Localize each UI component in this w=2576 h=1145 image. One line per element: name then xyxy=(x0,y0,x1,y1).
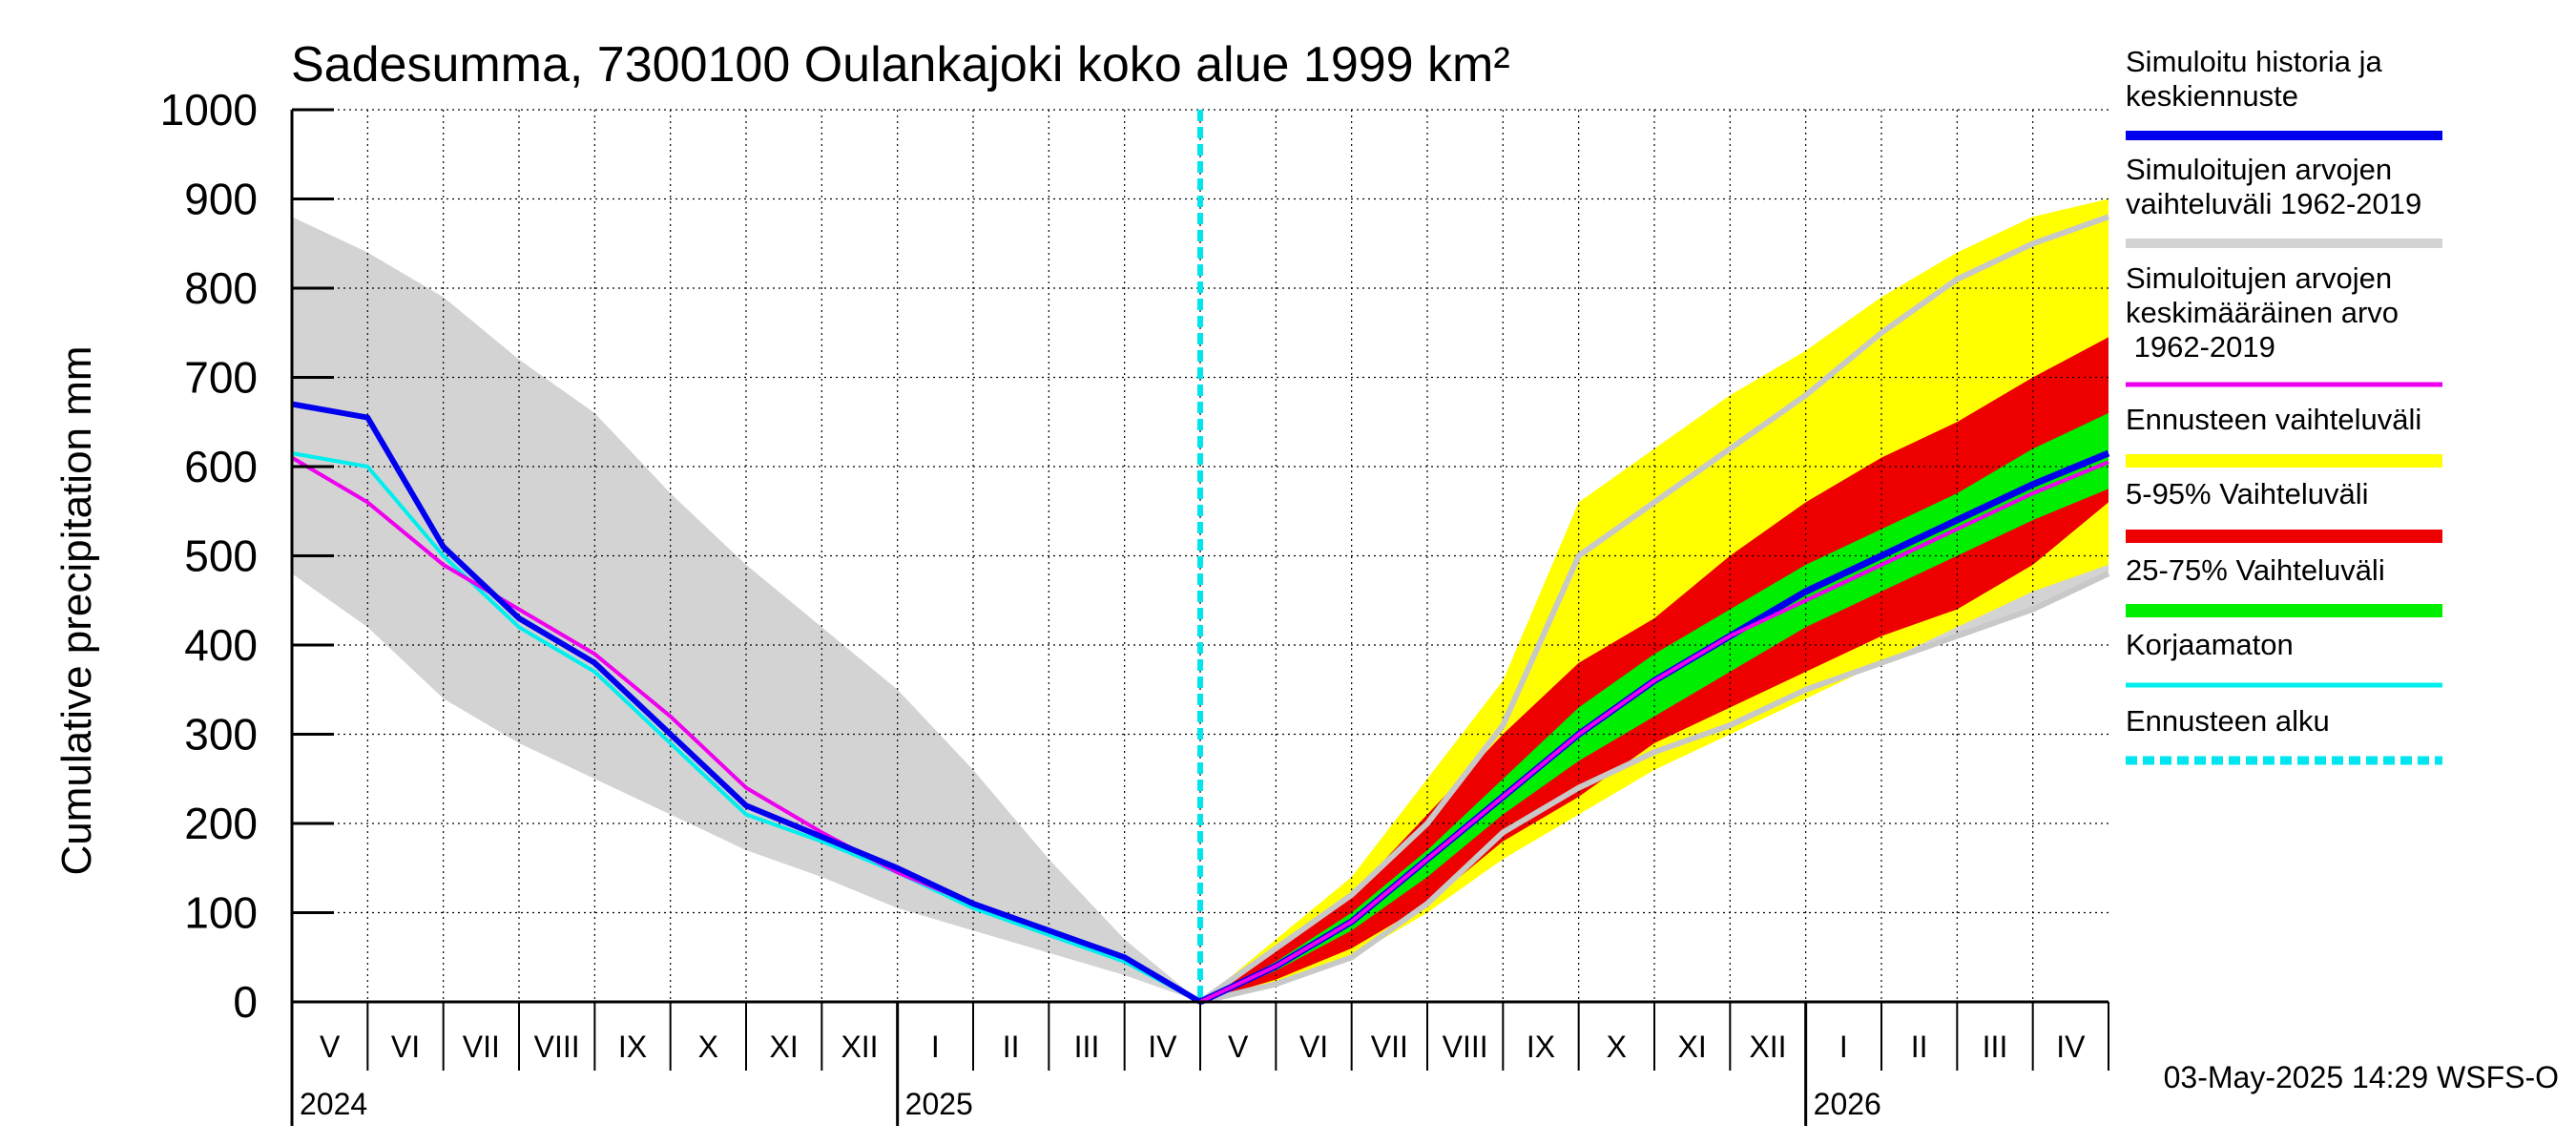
legend-label-line: Simuloitujen arvojen xyxy=(2126,261,2392,295)
y-tick-label: 600 xyxy=(184,442,258,491)
historical-mean-line-future xyxy=(1199,460,2109,1004)
legend-item: Korjaamaton xyxy=(2126,628,2442,688)
y-axis-label: Cumulative precipitation mm xyxy=(53,345,100,875)
legend-label: Simuloitujen arvojen keskimääräinen arvo … xyxy=(2126,261,2399,364)
month-label: XII xyxy=(841,1030,878,1064)
month-label: X xyxy=(698,1030,718,1064)
legend-item: Simuloitujen arvojen keskimääräinen arvo … xyxy=(2126,261,2442,387)
y-tick-label: 200 xyxy=(184,799,258,848)
month-label: VIII xyxy=(1443,1030,1488,1064)
year-label: 2026 xyxy=(1814,1087,1881,1121)
simulated-history-line xyxy=(291,401,1202,1005)
legend-label-line: keskiennuste xyxy=(2126,79,2298,113)
legend-label: Ennusteen vaihteluväli xyxy=(2126,403,2421,436)
legend-item: 25-75% Vaihteluväli xyxy=(2126,553,2442,617)
y-tick-label: 900 xyxy=(184,175,258,224)
month-label: V xyxy=(320,1030,341,1064)
y-tick-label: 300 xyxy=(184,710,258,760)
month-label: XI xyxy=(1678,1030,1707,1064)
legend: Simuloitu historia ja keskiennusteSimuloi… xyxy=(2126,45,2442,765)
month-label: IV xyxy=(1148,1030,1177,1064)
month-label: II xyxy=(1911,1030,1928,1064)
year-label: 2024 xyxy=(300,1087,367,1121)
legend-item: Simuloitujen arvojen vaihteluväli 1962-20… xyxy=(2126,153,2442,248)
legend-label-line: 25-75% Vaihteluväli xyxy=(2126,553,2385,587)
month-label: XII xyxy=(1749,1030,1786,1064)
legend-label-line: Ennusteen vaihteluväli xyxy=(2126,403,2421,436)
historical-range-lower-line xyxy=(1199,571,2110,1005)
y-tick-label: 0 xyxy=(233,977,258,1027)
legend-label-line: Simuloitu historia ja xyxy=(2126,45,2383,78)
legend-item: 5-95% Vaihteluväli xyxy=(2126,477,2442,543)
legend-label: 25-75% Vaihteluväli xyxy=(2126,553,2385,587)
year-label: 2025 xyxy=(905,1087,973,1121)
month-label: VI xyxy=(1299,1030,1328,1064)
month-label: II xyxy=(1003,1030,1020,1064)
legend-item: Ennusteen vaihteluväli xyxy=(2126,403,2442,468)
y-tick-label: 500 xyxy=(184,531,258,581)
month-label: III xyxy=(1074,1030,1100,1064)
y-tick-label: 400 xyxy=(184,620,258,670)
month-label: I xyxy=(1839,1030,1848,1064)
y-tick-label: 1000 xyxy=(160,85,258,135)
legend-item: Ennusteen alku xyxy=(2126,704,2442,765)
legend-label-line: 5-95% Vaihteluväli xyxy=(2126,477,2368,510)
legend-label: Ennusteen alku xyxy=(2126,704,2330,738)
legend-label-line: keskimääräinen arvo xyxy=(2126,296,2399,329)
legend-item: Simuloitu historia ja keskiennuste xyxy=(2126,45,2442,140)
legend-label: Simuloitu historia ja keskiennuste xyxy=(2126,45,2383,113)
month-label: VIII xyxy=(534,1030,580,1064)
month-label: IX xyxy=(1527,1030,1555,1064)
uncorrected-line xyxy=(291,451,1201,1004)
legend-label-line: Simuloitujen arvojen xyxy=(2126,153,2392,186)
month-label: IX xyxy=(618,1030,647,1064)
legend-label: Simuloitujen arvojen vaihteluväli 1962-20… xyxy=(2126,153,2421,220)
month-label: VII xyxy=(463,1030,500,1064)
chart-title: Sadesumma, 7300100 Oulankajoki koko alue… xyxy=(291,37,1510,93)
legend-label-line: vaihteluväli 1962-2019 xyxy=(2126,187,2421,220)
y-tick-label: 100 xyxy=(184,888,258,938)
legend-label-line: Ennusteen alku xyxy=(2126,704,2330,738)
y-tick-label: 800 xyxy=(184,263,258,313)
month-label: IV xyxy=(2056,1030,2086,1064)
timestamp: 03-May-2025 14:29 WSFS-O xyxy=(2164,1060,2559,1094)
y-tick-label: 700 xyxy=(184,353,258,403)
historical-range-upper-line xyxy=(1198,214,2110,1005)
month-label: VI xyxy=(391,1030,420,1064)
month-label: I xyxy=(931,1030,940,1064)
month-label: XI xyxy=(770,1030,799,1064)
forecast-range-band xyxy=(1200,198,2109,1002)
legend-label: 5-95% Vaihteluväli xyxy=(2126,477,2368,510)
month-label: V xyxy=(1228,1030,1249,1064)
legend-label: Korjaamaton xyxy=(2126,628,2294,661)
month-label: X xyxy=(1607,1030,1627,1064)
plot-area xyxy=(290,109,2110,1006)
legend-label-line: Korjaamaton xyxy=(2126,628,2294,661)
legend-label-line: 1962-2019 xyxy=(2126,330,2275,364)
month-label: VII xyxy=(1371,1030,1408,1064)
month-label: III xyxy=(1983,1030,2008,1064)
